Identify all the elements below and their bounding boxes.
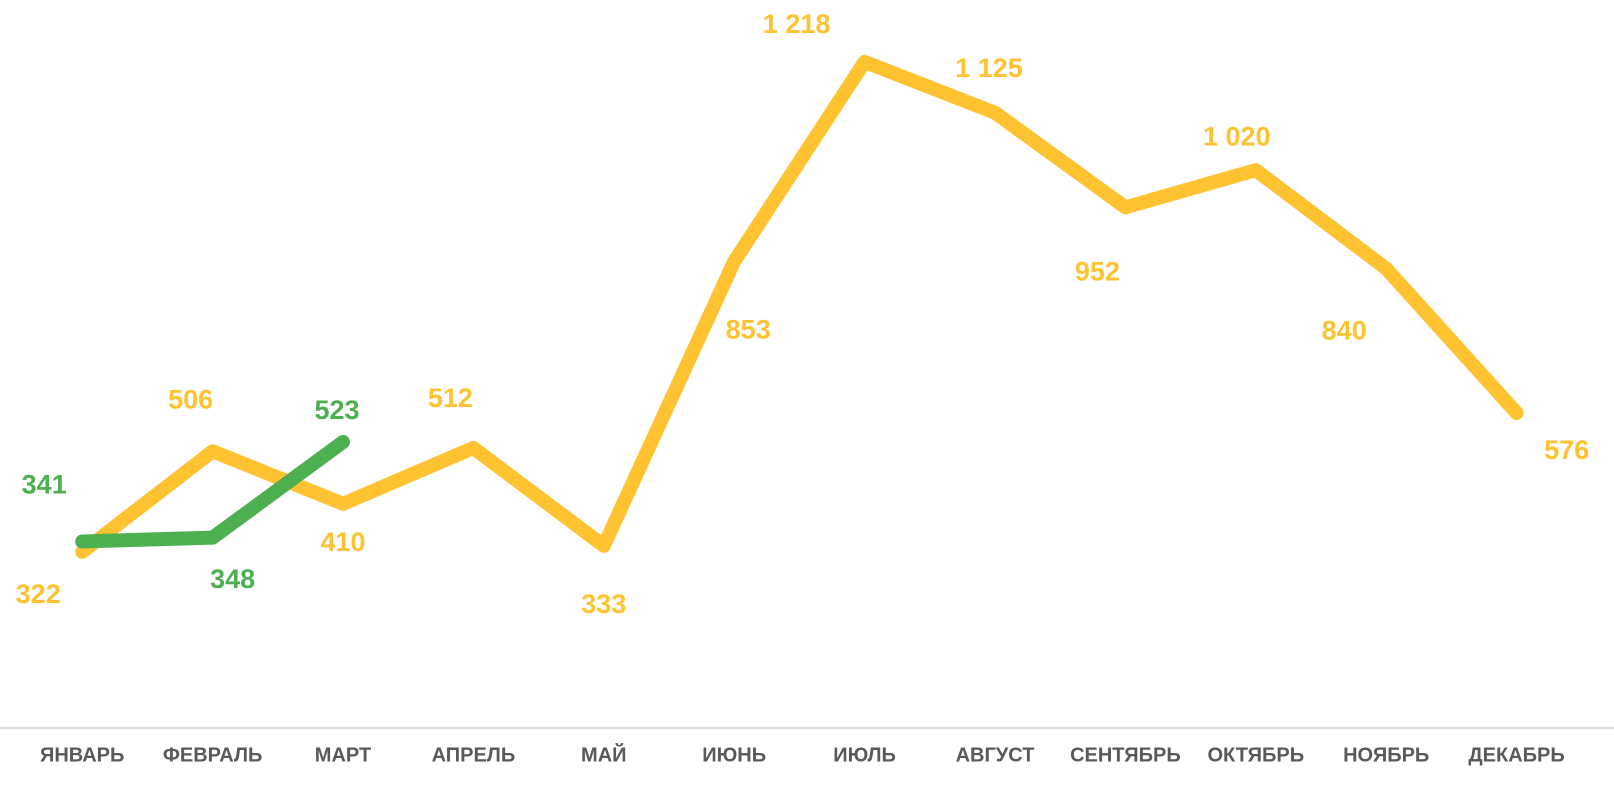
data-label: 1 125: [955, 53, 1023, 83]
data-label: 1 218: [763, 9, 831, 39]
data-label: 1 020: [1203, 121, 1271, 151]
x-tick-label: МАЙ: [581, 742, 626, 766]
data-label: 322: [16, 579, 61, 609]
x-tick-label: ОКТЯБРЬ: [1207, 744, 1304, 766]
data-label: 410: [320, 527, 365, 557]
x-tick-label: ФЕВРАЛЬ: [163, 744, 263, 766]
data-label: 952: [1075, 256, 1120, 286]
data-label: 341: [22, 470, 67, 500]
data-label: 348: [210, 564, 255, 594]
data-label: 840: [1322, 316, 1367, 346]
line-series: [75, 54, 1524, 559]
x-tick-label: НОЯБРЬ: [1343, 744, 1429, 766]
x-tick-label: СЕНТЯБРЬ: [1070, 744, 1181, 766]
x-tick-label: ДЕКАБРЬ: [1468, 744, 1564, 766]
x-tick-label: АПРЕЛЬ: [432, 744, 516, 766]
x-tick-label: ИЮЛЬ: [833, 744, 896, 766]
x-tick-label: ИЮНЬ: [702, 744, 766, 766]
x-tick-label: ЯНВАРЬ: [40, 744, 124, 766]
data-label: 506: [168, 384, 213, 414]
data-label: 576: [1544, 435, 1589, 465]
data-label: 333: [581, 589, 626, 619]
x-tick-label: АВГУСТ: [956, 744, 1035, 766]
data-label: 523: [314, 395, 359, 425]
line-series: [75, 434, 350, 549]
x-tick-label: МАРТ: [315, 744, 371, 766]
data-label: 853: [726, 315, 771, 345]
data-label: 512: [428, 383, 473, 413]
